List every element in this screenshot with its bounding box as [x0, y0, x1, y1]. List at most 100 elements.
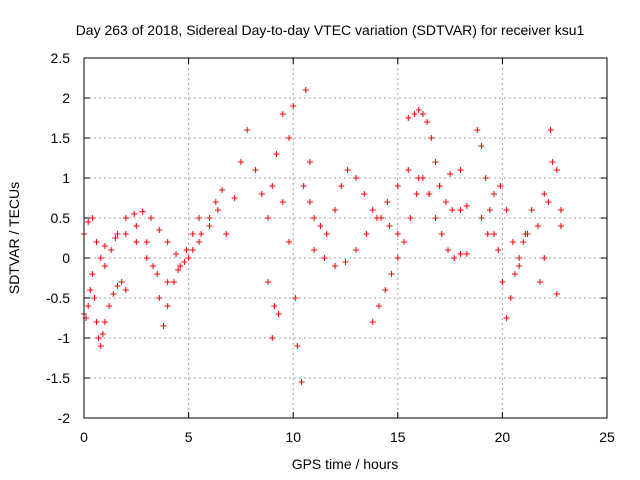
data-point-arc-b [93, 319, 100, 325]
data-point-arc-b [106, 303, 113, 309]
data-point-arc-a [198, 231, 205, 237]
data-point-arc-j [457, 207, 464, 213]
data-point-arc-l [509, 239, 516, 245]
data-point-arc-f [279, 111, 286, 117]
data-point-arc-j [449, 207, 456, 213]
data-point-arc-g [361, 191, 368, 197]
data-point-arc-i [445, 247, 452, 253]
data-point-arc-e [279, 199, 286, 205]
data-point-arc-a [139, 208, 146, 215]
data-point-arc-k [495, 247, 502, 253]
data-point-arc-d [170, 279, 177, 285]
data-point-arc-a [89, 215, 96, 221]
data-point-arc-a [108, 247, 115, 253]
data-point-arc-i [369, 319, 376, 325]
data-point-arc-a [122, 215, 129, 221]
data-point-arc-g [311, 215, 318, 221]
grid [84, 58, 607, 418]
data-point-arc-h [373, 215, 380, 221]
data-point-arc-k [520, 239, 527, 245]
y-tick-label: 1 [62, 170, 70, 186]
data-point-arc-a [97, 255, 104, 261]
data-point-arc-j [436, 183, 443, 189]
data-point-arc-k [482, 175, 489, 181]
x-tick-labels: 0 5 10 15 20 25 [80, 429, 615, 445]
data-point-arc-l [516, 263, 523, 269]
data-point-arc-a [147, 215, 154, 221]
data-point-arc-f [294, 343, 301, 349]
data-point-arc-d [189, 231, 196, 237]
data-point-arc-b [99, 331, 106, 337]
data-point-arc-g [386, 223, 393, 229]
data-point-arc-k [511, 271, 518, 277]
data-point-arc-a [114, 231, 121, 237]
data-point-arc-a [131, 211, 138, 217]
data-point-arc-b [85, 303, 92, 309]
data-point-arc-a [206, 215, 213, 221]
data-point-arc-i [407, 215, 414, 221]
data-point-arc-h [384, 199, 391, 205]
data-point-arc-k [516, 255, 523, 261]
data-point-arc-l [534, 223, 541, 229]
data-point-arc-d [156, 295, 163, 301]
data-point-arc-f [298, 379, 305, 385]
data-point-arc-g [394, 231, 401, 237]
data-point-arc-h [352, 247, 359, 253]
data-point-arc-i [451, 255, 458, 261]
data-point-arc-i [463, 251, 470, 257]
data-point-arc-m [549, 159, 556, 165]
data-point-arc-c [122, 231, 129, 237]
data-point-arc-h [363, 231, 370, 237]
data-point-arc-d [196, 215, 203, 221]
data-point-arc-e [231, 195, 238, 201]
data-point-arc-l [541, 191, 548, 197]
data-point-arc-h [394, 183, 401, 189]
x-tick-label: 20 [495, 429, 511, 445]
data-point-arc-d [177, 263, 184, 269]
data-point-arc-d [133, 223, 140, 229]
data-point-arc-a [173, 251, 180, 257]
data-point-arc-i [438, 231, 445, 237]
data-point-arc-c [133, 239, 140, 245]
data-point-arc-b [110, 291, 117, 297]
data-point-arc-c [143, 255, 150, 261]
data-point-arc-g [332, 207, 339, 213]
data-point-arc-k [503, 315, 510, 321]
data-point-arc-f [292, 295, 299, 301]
data-point-arc-h [405, 167, 412, 173]
data-point-arc-c [164, 279, 171, 285]
data-point-arc-e [258, 191, 265, 197]
data-point-arc-f [265, 279, 272, 285]
x-tick-label: 15 [390, 429, 406, 445]
y-tick-label: 1.5 [51, 130, 71, 146]
data-point-arc-m [553, 291, 560, 297]
y-tick-label: 0.5 [51, 210, 71, 226]
data-point-arc-k [507, 295, 514, 301]
data-point-arc-c [185, 255, 192, 261]
data-point-arc-l [522, 231, 529, 237]
data-point-arc-g [369, 207, 376, 213]
data-point-arc-f [286, 135, 293, 141]
data-point-arc-k [491, 231, 498, 237]
axis-ticks [83, 57, 608, 419]
data-point-arc-l [547, 127, 554, 133]
data-point-arc-h [321, 255, 328, 261]
data-point-arc-h [457, 167, 464, 173]
data-point-arc-c [154, 271, 161, 277]
data-point-arc-i [382, 287, 389, 293]
plot-frame [83, 57, 608, 419]
data-point-arc-b [97, 343, 104, 349]
data-point-arc-k [478, 143, 485, 149]
data-point-arc-k [499, 279, 506, 285]
data-point-arc-b [118, 279, 125, 285]
data-point-arc-j [442, 199, 449, 205]
data-point-arc-e [237, 159, 244, 165]
data-point-arc-g [352, 175, 359, 181]
data-point-arc-j [419, 111, 426, 117]
data-point-arc-i [375, 303, 382, 309]
chart-title: Day 263 of 2018, Sidereal Day-to-day VTE… [76, 22, 585, 38]
data-point-arc-g [317, 223, 324, 229]
y-tick-label: 2.5 [51, 50, 71, 66]
data-point-arc-g [338, 183, 345, 189]
data-point-arc-i [457, 251, 464, 257]
